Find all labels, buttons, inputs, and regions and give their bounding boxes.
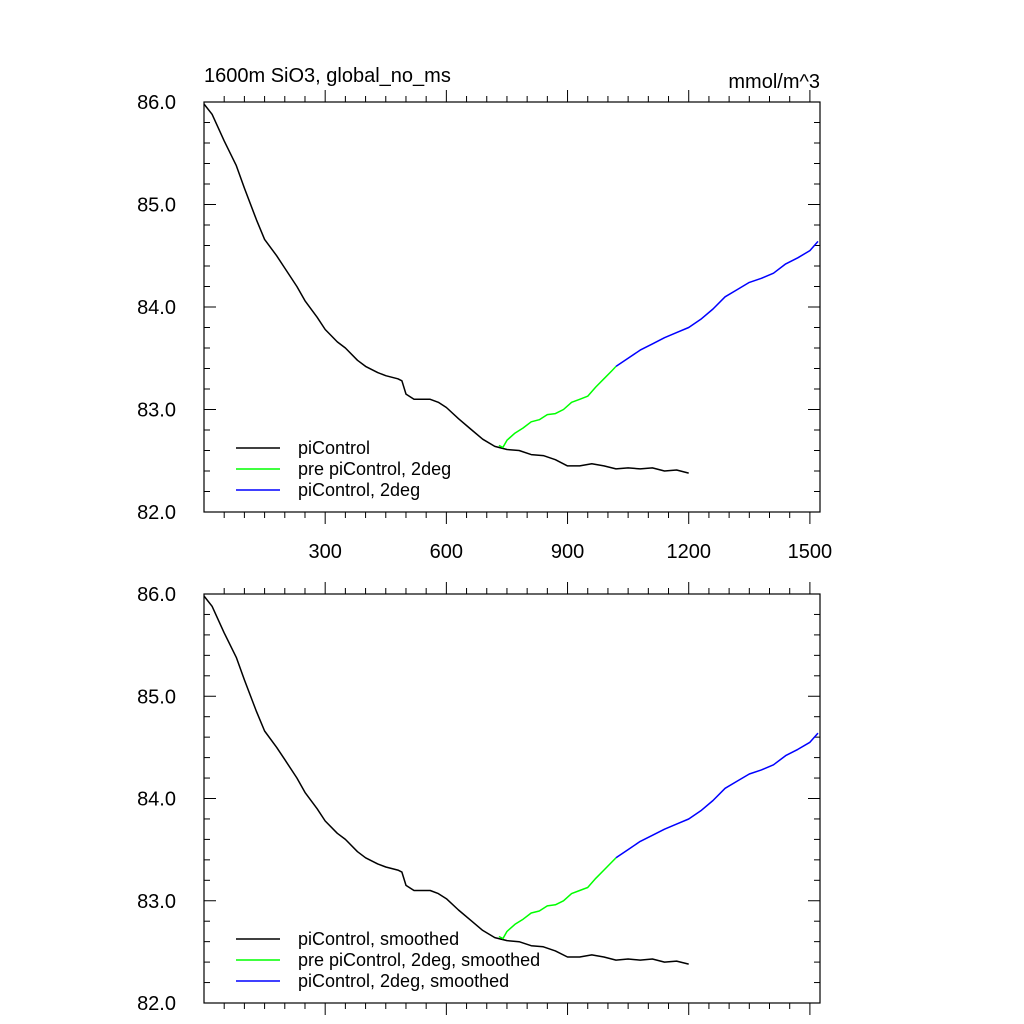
x-tick-label: 1200 xyxy=(666,541,711,563)
x-tick-label: 600 xyxy=(430,541,463,563)
legend-label: pre piControl, 2deg xyxy=(298,459,451,479)
top-panel: 1600m SiO3, global_no_ms mmol/m^3 82.0 83… xyxy=(137,65,832,563)
y-tick-label: 82.0 xyxy=(137,993,176,1015)
series-line-0 xyxy=(203,103,689,474)
y-tick-label: 82.0 xyxy=(137,502,176,524)
y-tick-label: 86.0 xyxy=(137,584,176,606)
series-line-0 xyxy=(203,595,689,965)
y-tick-label: 85.0 xyxy=(137,195,176,217)
y-tick-label: 84.0 xyxy=(137,789,176,811)
chart-title: 1600m SiO3, global_no_ms xyxy=(204,65,451,87)
y-tick-label: 84.0 xyxy=(137,297,176,319)
legend-label: piControl, 2deg, smoothed xyxy=(298,971,509,991)
units-label: mmol/m^3 xyxy=(728,71,820,93)
series-line-2 xyxy=(615,732,819,859)
series-line-1 xyxy=(498,365,617,449)
y-tick-label: 86.0 xyxy=(137,92,176,114)
series-line-2 xyxy=(615,240,819,368)
y-tick-label: 83.0 xyxy=(137,400,176,422)
legend-label: pre piControl, 2deg, smoothed xyxy=(298,950,540,970)
x-tick-label: 900 xyxy=(551,541,584,563)
legend-label: piControl, 2deg xyxy=(298,480,420,500)
x-tick-label: 300 xyxy=(308,541,341,563)
legend-label: piControl, smoothed xyxy=(298,929,459,949)
series-line-1 xyxy=(498,857,617,940)
legend-label: piControl xyxy=(298,438,370,458)
y-tick-label: 83.0 xyxy=(137,891,176,913)
y-tick-label: 85.0 xyxy=(137,686,176,708)
x-tick-label: 1500 xyxy=(788,541,833,563)
